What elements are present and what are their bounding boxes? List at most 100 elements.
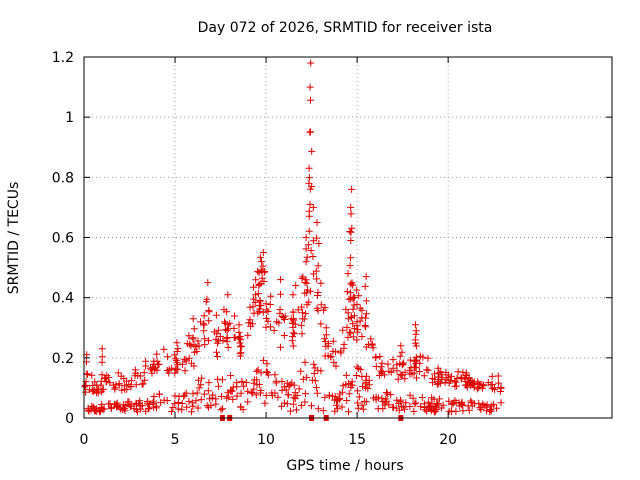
data-point bbox=[188, 399, 196, 407]
data-point bbox=[398, 348, 406, 356]
data-point bbox=[331, 396, 338, 404]
data-point bbox=[192, 397, 200, 405]
data-point bbox=[231, 312, 238, 320]
data-point bbox=[374, 394, 382, 402]
chart-title: Day 072 of 2026, SRMTID for receiver ist… bbox=[198, 20, 493, 36]
data-point bbox=[377, 367, 385, 375]
data-point bbox=[82, 388, 90, 396]
data-point bbox=[497, 384, 505, 392]
grid-lines bbox=[84, 57, 612, 418]
data-point bbox=[136, 402, 144, 410]
data-point bbox=[463, 383, 471, 391]
data-point bbox=[488, 372, 496, 380]
data-point bbox=[277, 276, 285, 284]
data-point bbox=[307, 287, 315, 295]
data-point bbox=[174, 345, 182, 353]
data-point bbox=[411, 400, 419, 408]
data-point bbox=[330, 358, 338, 366]
data-point bbox=[347, 237, 355, 244]
data-point bbox=[393, 367, 401, 375]
data-point bbox=[276, 309, 284, 317]
data-point bbox=[353, 300, 361, 308]
data-point bbox=[263, 368, 271, 376]
data-point bbox=[362, 310, 370, 318]
data-point bbox=[416, 352, 424, 360]
data-point bbox=[290, 330, 298, 338]
data-point bbox=[329, 347, 337, 355]
data-point bbox=[312, 267, 320, 275]
data-point bbox=[348, 295, 356, 303]
data-point bbox=[401, 375, 409, 383]
data-point bbox=[321, 393, 329, 401]
data-point bbox=[127, 401, 135, 409]
data-point bbox=[418, 394, 426, 401]
data-point bbox=[297, 321, 305, 329]
data-point bbox=[347, 228, 355, 236]
data-point bbox=[429, 379, 437, 387]
data-point bbox=[305, 298, 313, 306]
data-point bbox=[81, 383, 89, 391]
data-point bbox=[423, 407, 431, 415]
data-point bbox=[406, 391, 414, 399]
data-point bbox=[236, 339, 244, 347]
data-point bbox=[315, 240, 323, 247]
data-point bbox=[383, 389, 390, 396]
data-point bbox=[433, 380, 441, 388]
data-point bbox=[435, 369, 443, 377]
data-point bbox=[200, 321, 208, 329]
data-point bbox=[279, 314, 287, 322]
data-point bbox=[188, 408, 196, 416]
data-point bbox=[321, 338, 329, 346]
data-point bbox=[412, 399, 420, 407]
data-point bbox=[292, 406, 300, 414]
data-point bbox=[160, 396, 168, 404]
data-point bbox=[119, 406, 127, 413]
data-point bbox=[189, 402, 197, 410]
data-point bbox=[291, 389, 299, 397]
data-point bbox=[100, 405, 108, 413]
data-point bbox=[215, 326, 223, 334]
data-point bbox=[173, 339, 181, 347]
data-point bbox=[218, 393, 226, 400]
data-point bbox=[356, 317, 364, 325]
data-point bbox=[217, 406, 225, 414]
data-point bbox=[250, 309, 258, 317]
data-point bbox=[242, 379, 250, 386]
data-point bbox=[118, 386, 126, 394]
data-point bbox=[261, 399, 269, 407]
data-point bbox=[96, 408, 104, 416]
data-point bbox=[354, 387, 362, 395]
data-point bbox=[462, 372, 470, 379]
data-point bbox=[302, 310, 310, 318]
data-point bbox=[411, 321, 419, 329]
data-point bbox=[400, 403, 408, 411]
data-point bbox=[183, 340, 191, 348]
data-point bbox=[497, 399, 505, 407]
data-point bbox=[181, 367, 189, 375]
data-point bbox=[307, 96, 314, 104]
data-point bbox=[308, 183, 316, 190]
data-point bbox=[430, 408, 438, 416]
data-point bbox=[224, 291, 232, 299]
data-point bbox=[339, 382, 347, 390]
data-point bbox=[298, 330, 306, 338]
data-point bbox=[447, 377, 454, 384]
data-point bbox=[197, 318, 204, 326]
data-point bbox=[317, 367, 325, 375]
data-point bbox=[270, 327, 278, 334]
data-point bbox=[413, 374, 420, 382]
data-point bbox=[385, 367, 393, 375]
data-point bbox=[205, 317, 213, 325]
data-point bbox=[212, 311, 220, 319]
data-point bbox=[464, 402, 472, 410]
data-point bbox=[252, 391, 260, 399]
data-point bbox=[283, 379, 291, 387]
data-point bbox=[233, 379, 241, 387]
data-point bbox=[141, 376, 149, 384]
data-point bbox=[136, 372, 144, 380]
data-point bbox=[410, 369, 418, 377]
data-point bbox=[362, 343, 370, 351]
data-point bbox=[441, 378, 449, 386]
x-tick-label: 20 bbox=[439, 432, 457, 448]
